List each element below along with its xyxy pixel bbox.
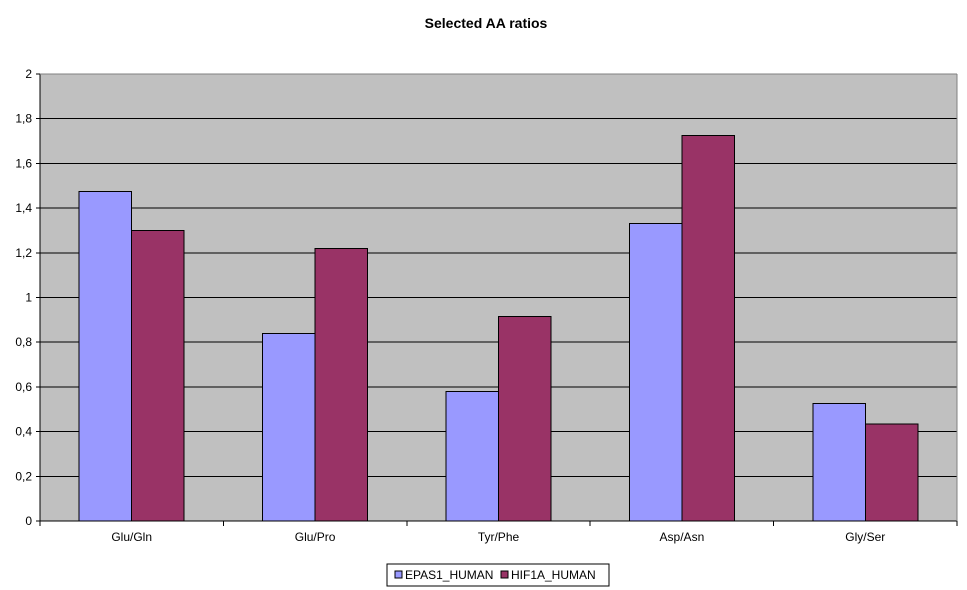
y-tick-label: 0,8 — [15, 335, 32, 349]
y-tick-label: 2 — [25, 67, 32, 81]
bar-epas1-human-gly-ser — [812, 403, 866, 522]
bar-hif1a-human-tyr-phe — [498, 315, 552, 522]
legend-label: EPAS1_HUMAN — [405, 568, 493, 582]
legend: EPAS1_HUMAN HIF1A_HUMAN — [386, 563, 610, 587]
y-tick-label: 1,8 — [15, 112, 32, 126]
y-tick-label: 1 — [25, 291, 32, 305]
y-tick-label: 0,4 — [15, 425, 32, 439]
x-tick-label: Glu/Gln — [111, 530, 152, 544]
legend-swatch — [394, 570, 403, 579]
x-tick-label: Gly/Ser — [845, 530, 885, 544]
x-tick-label: Tyr/Phe — [478, 530, 520, 544]
bar-epas1-human-glu-gln — [78, 190, 133, 522]
bar-epas1-human-glu-pro — [262, 332, 316, 522]
legend-swatch — [500, 570, 509, 579]
x-tick-label: Glu/Pro — [295, 530, 336, 544]
chart-title: Selected AA ratios — [425, 15, 548, 31]
legend-box — [386, 563, 610, 587]
plot-area: 0 0,2 0,4 0,6 0,8 1 1,2 1,4 1,6 1,8 2 Glu/Gln Glu/Pr… — [15, 67, 958, 544]
bar-hif1a-human-gly-ser — [864, 423, 919, 522]
legend-label: HIF1A_HUMAN — [511, 568, 596, 582]
y-tick-label: 0 — [25, 514, 32, 528]
y-tick-label: 1,2 — [15, 246, 32, 260]
y-tick-label: 0,6 — [15, 380, 32, 394]
y-tick-label: 1,4 — [15, 201, 32, 215]
y-tick-label: 0,2 — [15, 469, 32, 483]
bar-hif1a-human-glu-pro — [314, 247, 369, 522]
bar-epas1-human-tyr-phe — [445, 390, 500, 522]
y-tick-label: 1,6 — [15, 156, 32, 170]
bar-hif1a-human-glu-gln — [131, 229, 185, 522]
bar-epas1-human-asp-asn — [628, 223, 683, 522]
bar-hif1a-human-asp-asn — [681, 134, 735, 522]
x-tick-label: Asp/Asn — [660, 530, 705, 544]
